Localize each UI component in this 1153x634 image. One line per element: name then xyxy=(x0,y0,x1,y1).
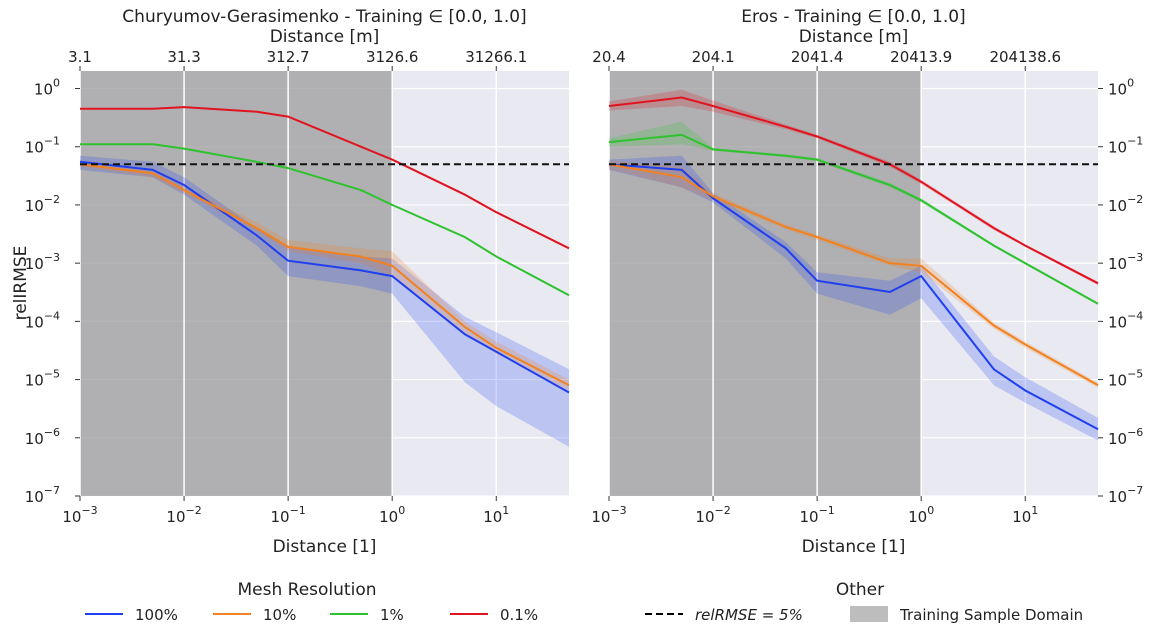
x-tick-label: 10−1 xyxy=(799,504,834,526)
top-x-tick-label: 20.4 xyxy=(592,48,625,66)
y-tick-label: 10−2 xyxy=(25,193,60,215)
legend-label: 1% xyxy=(380,606,404,624)
series-line-10pct xyxy=(608,163,1099,387)
x-tick-label: 101 xyxy=(483,504,509,526)
x-axis-label: Distance [1] xyxy=(802,537,906,557)
x-tick-label: 10−3 xyxy=(591,504,626,526)
y-tick-label: 10−6 xyxy=(25,426,60,448)
y-tick-label: 10−2 xyxy=(1108,193,1143,215)
y-tick-label: 100 xyxy=(34,77,60,99)
series-line-1pct xyxy=(608,133,1099,305)
y-tick-label: 10−4 xyxy=(1108,309,1143,331)
panel-2: 10−3 10−2 10−1 100 101 20.4 204.1 2041.4 20413.9… xyxy=(591,7,1143,557)
legend-title: Other xyxy=(836,580,884,600)
x-axis-label: Distance [1] xyxy=(273,537,377,557)
top-x-tick-label: 3.1 xyxy=(68,48,92,66)
y-tick-label: 10−5 xyxy=(25,368,60,390)
top-x-tick-label: 3126.6 xyxy=(366,48,419,66)
top-x-tick-label: 204138.6 xyxy=(989,48,1061,66)
legend-title: Mesh Resolution xyxy=(238,580,377,600)
x-tick-label: 100 xyxy=(908,504,934,526)
confidence-band-1pct xyxy=(609,121,1098,306)
training-domain-patch xyxy=(609,71,922,496)
series-line-10pct xyxy=(79,163,570,387)
panel-1: 10−3 10−2 10−1 100 101 3.1 31.3 312.7 3126.6 3126… xyxy=(25,7,570,557)
confidence-band-100pct xyxy=(80,155,569,447)
confidence-band-100pct xyxy=(609,155,1098,441)
top-x-tick-label: 2041.4 xyxy=(791,48,844,66)
x-tick-label: 101 xyxy=(1012,504,1038,526)
top-x-tick-label: 31.3 xyxy=(167,48,200,66)
top-x-tick-label: 204.1 xyxy=(692,48,735,66)
top-x-tick-label: 20413.9 xyxy=(890,48,952,66)
legend-label: Training Sample Domain xyxy=(899,606,1083,624)
y-tick-label: 100 xyxy=(1108,77,1134,99)
x-tick-label: 10−3 xyxy=(62,504,97,526)
y-tick-label: 10−6 xyxy=(1108,426,1143,448)
x-tick-label: 10−2 xyxy=(695,504,730,526)
y-tick-label: 10−1 xyxy=(1108,135,1143,157)
y-tick-label: 10−4 xyxy=(25,309,60,331)
panel-title: Eros - Training ∈ [0.0, 1.0] xyxy=(741,7,965,27)
series-line-100pct xyxy=(79,160,570,394)
x-tick-label: 10−2 xyxy=(166,504,201,526)
series-line-0-1pct xyxy=(80,106,570,250)
training-domain-patch xyxy=(80,71,393,496)
legend-mesh-resolution: Mesh Resolution 100% 10% 1% 0.1% xyxy=(85,580,538,624)
legend-label: 100% xyxy=(135,606,178,624)
series-line-100pct xyxy=(608,163,1099,431)
series-line-0-1pct xyxy=(608,96,1099,285)
legend-label: 0.1% xyxy=(500,606,538,624)
legend-label: relRMSE = 5% xyxy=(695,606,803,624)
y-tick-label: 10−5 xyxy=(1108,368,1143,390)
y-tick-label: 10−7 xyxy=(25,484,60,506)
y-tick-label: 10−3 xyxy=(25,251,60,273)
legend-label: 10% xyxy=(263,606,296,624)
y-tick-label: 10−1 xyxy=(25,135,60,157)
top-x-axis-label: Distance [m] xyxy=(799,27,909,47)
x-tick-label: 100 xyxy=(379,504,405,526)
y-axis-label: relIRMSE xyxy=(11,246,31,321)
top-x-tick-label: 31266.1 xyxy=(465,48,527,66)
legend-swatch xyxy=(850,606,888,622)
legend-other: Other relRMSE = 5% Training Sample Domain xyxy=(645,580,1083,624)
series-line-1pct xyxy=(80,143,570,297)
y-tick-label: 10−7 xyxy=(1108,484,1143,506)
x-tick-label: 10−1 xyxy=(270,504,305,526)
panel-title: Churyumov-Gerasimenko - Training ∈ [0.0,… xyxy=(122,7,526,27)
top-x-tick-label: 312.7 xyxy=(267,48,310,66)
y-tick-label: 10−3 xyxy=(1108,251,1143,273)
top-x-axis-label: Distance [m] xyxy=(270,27,380,47)
